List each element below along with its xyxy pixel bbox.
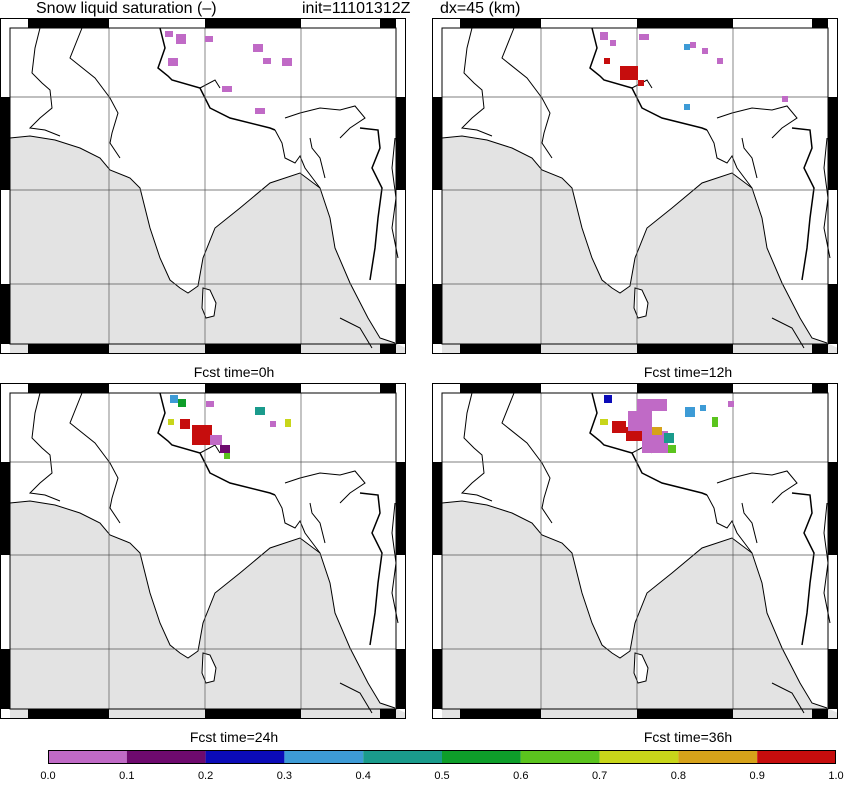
panel-caption-36h: Fcst time=36h: [643, 729, 733, 745]
colorbar-cell: [757, 750, 836, 764]
colorbar-tick-label: 0.3: [276, 770, 293, 782]
colorbar-cell: [284, 750, 364, 764]
panel-caption-0h: Fcst time=0h: [193, 364, 275, 380]
colorbar-tick-label: 0.7: [591, 770, 608, 782]
colorbar-cell: [599, 750, 679, 764]
colorbar-cell: [520, 750, 600, 764]
map-svg: [0, 18, 406, 354]
map-svg: [432, 18, 838, 354]
colorbar: [48, 750, 836, 764]
colorbar-cell: [363, 750, 442, 764]
grid-resolution: dx=45 (km): [440, 0, 521, 17]
colorbar-tick-label: 0.8: [670, 770, 687, 782]
colorbar-tick-label: 0.6: [513, 770, 529, 782]
colorbar-cell: [678, 750, 758, 764]
map-panel-24h: [0, 383, 406, 719]
colorbar-tick-label: 0.9: [749, 770, 765, 782]
colorbar-cell: [442, 750, 521, 764]
map-svg: [0, 383, 406, 719]
colorbar-cell: [205, 750, 285, 764]
snow-field: [600, 395, 734, 453]
map-svg: [432, 383, 838, 719]
colorbar-tick-label: 1.0: [828, 770, 844, 782]
colorbar-tick-label: 0.0: [40, 770, 56, 782]
colorbar-tick-label: 0.4: [355, 770, 371, 782]
snow-field: [600, 32, 788, 110]
snow-field: [165, 31, 292, 114]
variable-title: Snow liquid saturation (–): [36, 0, 217, 17]
map-panel-36h: [432, 383, 838, 719]
colorbar-tick-label: 0.2: [197, 770, 214, 782]
map-panel-0h: [0, 18, 406, 354]
colorbar-cell: [48, 750, 127, 764]
panel-caption-24h: Fcst time=24h: [189, 729, 279, 745]
panel-caption-12h: Fcst time=12h: [643, 364, 733, 380]
map-panel-12h: [432, 18, 838, 354]
snow-field: [168, 395, 291, 459]
colorbar-tick-label: 0.1: [119, 770, 135, 782]
colorbar-svg: [48, 750, 836, 764]
colorbar-cell: [126, 750, 206, 764]
init-time: init=11101312Z: [302, 0, 411, 17]
colorbar-tick-label: 0.5: [434, 770, 450, 782]
